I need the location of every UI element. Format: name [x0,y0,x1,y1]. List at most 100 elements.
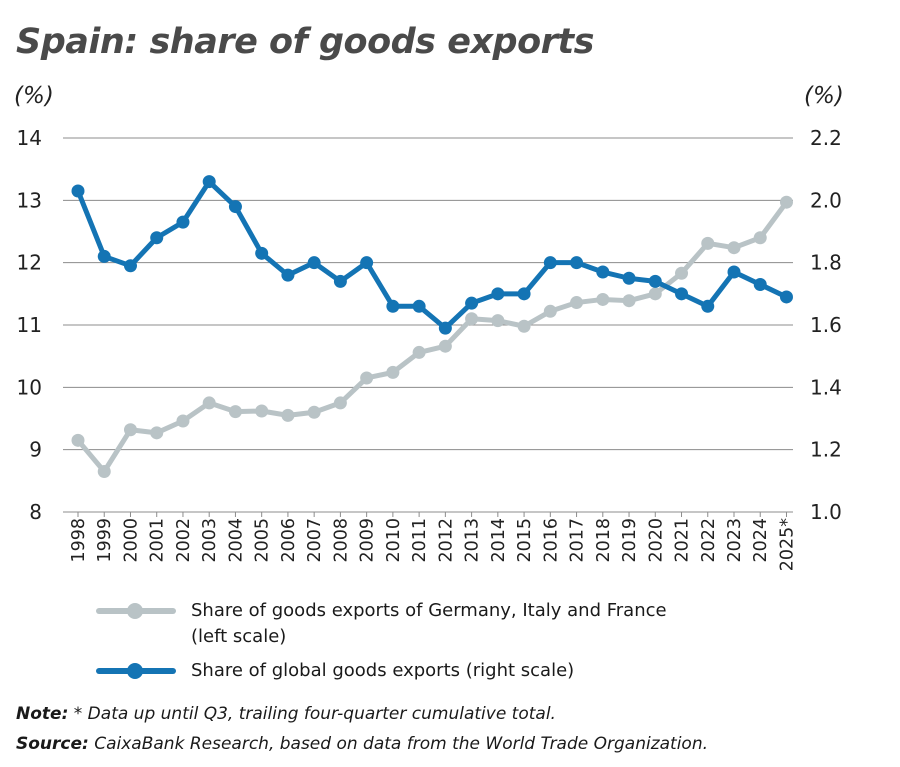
europe-share-point [150,426,164,440]
europe-share-point [255,404,269,418]
global-share-line [75,179,789,331]
x-tick-label: 1999 [95,518,115,563]
series-global-share [71,175,793,335]
x-tick-label: 2008 [331,518,351,563]
global-share-point [255,246,269,260]
europe-share-point [333,396,347,410]
global-share-point [307,256,321,270]
europe-share-point [779,195,793,209]
europe-share-point [438,339,452,353]
x-tick-label: 2014 [489,518,509,563]
global-share-point [517,287,531,301]
europe-share-point [491,314,505,328]
x-tick-label: 2000 [121,518,141,563]
europe-share-point [412,345,426,359]
europe-share-point [701,236,715,250]
left-tick-label: 8 [29,500,42,524]
right-axis-unit: (%) [804,83,844,109]
x-tick-label: 2004 [226,518,246,563]
legend-marker-europe [127,603,143,619]
left-axis-unit: (%) [14,83,54,109]
source-text: CaixaBank Research, based on data from t… [88,734,709,754]
note-text: * Data up until Q3, trailing four-quarte… [68,704,556,724]
x-tick-label: 2001 [148,518,168,563]
europe-share-point [648,287,662,301]
global-share-point [438,321,452,335]
europe-share-point [727,241,741,255]
europe-share-point [543,304,557,318]
right-tick-label: 1.4 [810,375,842,399]
left-tick-label: 14 [17,126,42,150]
right-tick-label: 1.0 [810,500,842,524]
x-tick-label: 2020 [646,518,666,563]
legend-label-europe-1: Share of goods exports of Germany, Italy… [191,600,667,621]
europe-share-line [75,199,789,474]
europe-share-point [71,433,85,447]
global-share-point [176,215,190,229]
europe-share-point [123,423,137,437]
europe-share-point [228,405,242,419]
europe-share-point [596,292,610,306]
x-tick-label: 2005 [253,518,273,563]
legend-marker-global [127,663,143,679]
global-share-point [675,287,689,301]
x-tick-label: 2002 [174,518,194,563]
right-tick-label: 1.8 [810,251,842,275]
global-share-point [281,268,295,282]
x-tick-label: 2018 [594,518,614,563]
global-share-point [386,299,400,313]
europe-share-point [622,294,636,308]
x-tick-label: 2006 [279,518,299,563]
global-share-point [648,274,662,288]
europe-share-point [281,408,295,422]
global-share-point [202,175,216,189]
europe-share-point [176,414,190,428]
x-tick-label: 2010 [384,518,404,563]
x-tick-label: 2025* [777,518,797,572]
x-axis-ticks: 1998 1999 2000 2001 2002 2003 2004 2005 2006 2007… [69,512,797,571]
europe-share-point [517,319,531,333]
x-tick-label: 2015 [515,518,535,563]
europe-share-point [386,365,400,379]
global-share-point [123,259,137,273]
europe-share-point [753,231,767,245]
right-tick-label: 2.0 [810,188,842,212]
x-tick-label: 2021 [673,518,693,563]
europe-share-point [360,371,374,385]
global-share-point [150,231,164,245]
x-tick-label: 2023 [725,518,745,563]
x-tick-label: 2019 [620,518,640,563]
x-tick-label: 2022 [699,518,719,563]
global-share-point [779,290,793,304]
global-share-point [543,256,557,270]
europe-share-point [307,405,321,419]
x-tick-label: 2012 [436,518,456,563]
global-share-point [465,296,479,310]
note-label: Note: [16,704,69,724]
source: Source: CaixaBank Research, based on dat… [16,734,708,754]
europe-share-point [97,464,111,478]
x-tick-label: 2017 [568,518,588,563]
x-tick-label: 2016 [541,518,561,563]
chart-title: Spain: share of goods exports [16,22,594,62]
grid-lines [63,137,793,513]
global-share-point [333,274,347,288]
right-tick-label: 2.2 [810,126,842,150]
x-tick-label: 1998 [69,518,89,563]
global-share-point [753,277,767,291]
right-tick-label: 1.2 [810,438,842,462]
global-share-point [412,299,426,313]
x-tick-label: 2013 [463,518,483,563]
x-tick-label: 2024 [751,518,771,563]
global-share-point [491,287,505,301]
global-share-point [596,265,610,279]
chart-plot: (%) (%) 8 9 10 11 12 13 14 1.0 1.2 1.4 1.6 1.8 2.0 2… [14,83,844,571]
left-tick-label: 10 [17,375,42,399]
europe-share-point [675,266,689,280]
note: Note: * Data up until Q3, trailing four-… [16,704,556,724]
left-tick-label: 11 [17,313,42,337]
left-tick-label: 9 [29,438,42,462]
europe-share-point [465,312,479,326]
x-tick-label: 2011 [410,518,430,563]
legend-label-global: Share of global goods exports (right sca… [191,660,575,681]
